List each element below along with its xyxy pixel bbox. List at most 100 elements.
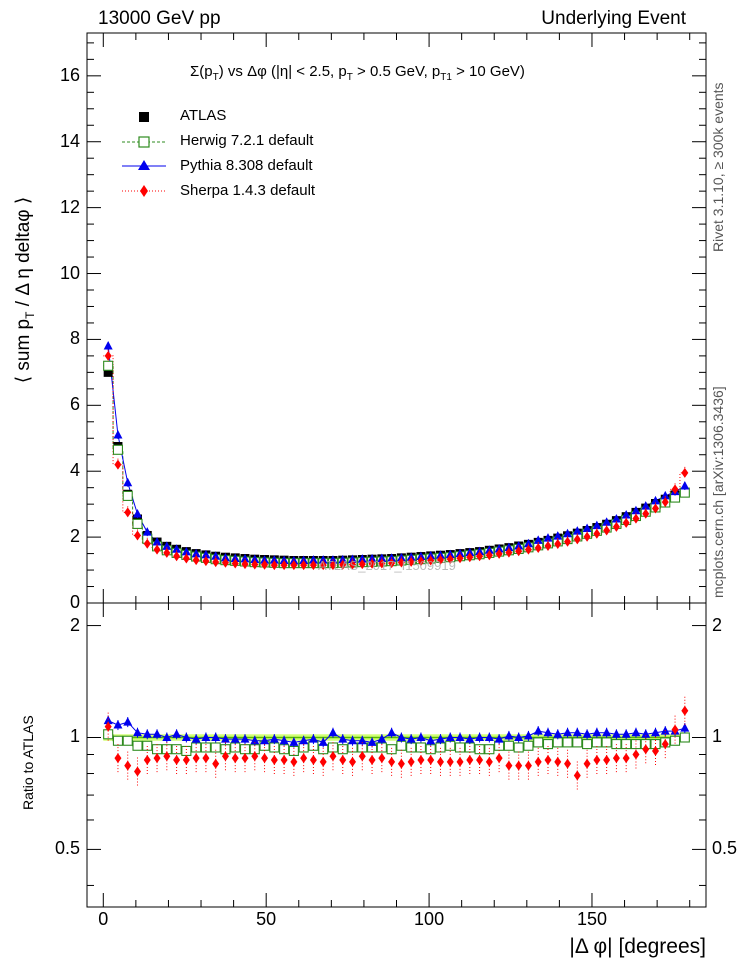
pythia-point	[641, 501, 651, 510]
pythia-ratio-point	[504, 730, 514, 740]
sherpa-point	[319, 560, 327, 571]
herwig-ratio-point	[591, 737, 602, 748]
sherpa-point	[270, 560, 278, 571]
sherpa-ratio-point	[417, 754, 425, 765]
sherpa-point	[163, 547, 171, 558]
sherpa-point	[534, 542, 542, 553]
herwig-point	[112, 444, 123, 455]
sherpa-ratio-point	[485, 756, 493, 767]
herwig-ratio-point	[239, 744, 251, 755]
herwig-ratio-point	[142, 740, 153, 751]
legend-pythia-marker	[138, 160, 150, 170]
sherpa-ratio-point	[661, 739, 669, 750]
legend-atlas-marker	[139, 112, 149, 122]
pythia-ratio-point	[279, 735, 289, 745]
sherpa-ratio-point	[300, 753, 308, 764]
herwig-point	[122, 490, 133, 501]
pythia-ratio-point	[406, 734, 416, 743]
sherpa-point	[456, 553, 464, 564]
sherpa-ratio-point	[319, 756, 327, 767]
pythia-ratio-point	[162, 732, 172, 741]
herwig-ratio-point	[122, 735, 133, 746]
pythia-point	[142, 527, 152, 536]
sherpa-point	[661, 497, 669, 508]
herwig-ratio-point	[181, 745, 192, 757]
herwig-ratio-point	[112, 735, 123, 746]
sherpa-point	[564, 536, 572, 547]
atlas-point	[103, 367, 113, 377]
herwig-ratio-point	[464, 742, 475, 753]
sherpa-point	[466, 552, 474, 563]
legend	[122, 112, 166, 197]
sherpa-ratio-point	[339, 754, 347, 765]
herwig-ratio-point	[542, 739, 554, 750]
herwig-ratio-point	[562, 737, 573, 748]
pythia-point	[132, 509, 142, 518]
herwig-ratio-point	[523, 740, 534, 751]
sherpa-point	[436, 554, 444, 565]
pythia-ratio-point	[269, 734, 279, 743]
watermark: ATLAS_2017_I1509919	[318, 558, 456, 573]
ratio-tick-label-right: 1	[712, 726, 723, 747]
y-tick-label: 14	[59, 130, 80, 151]
sherpa-ratio-point	[544, 754, 552, 765]
legend-label-pythia: Pythia 8.308 default	[180, 157, 313, 174]
pythia-ratio-point	[328, 727, 338, 737]
sherpa-ratio-point	[495, 753, 503, 764]
pythia-ratio-point	[191, 734, 201, 743]
pythia-ratio-point	[494, 734, 504, 743]
main-series	[103, 341, 690, 572]
sherpa-point	[554, 539, 562, 550]
x-tick-label: 100	[414, 909, 445, 929]
sherpa-point	[388, 558, 396, 569]
pythia-ratio-point	[357, 735, 367, 745]
sherpa-ratio-point	[407, 756, 415, 767]
pythia-point	[572, 526, 582, 535]
herwig-ratio-point	[386, 744, 397, 755]
pythia-point	[201, 549, 211, 559]
herwig-ratio-point	[503, 740, 514, 751]
sherpa-ratio-point	[358, 751, 366, 762]
pythia-point	[103, 341, 113, 350]
y-tick-label: 0	[69, 592, 80, 612]
ratio-plot-frame	[86, 602, 707, 908]
sherpa-ratio-point	[133, 766, 141, 777]
pythia-ratio-point	[318, 737, 328, 746]
pythia-ratio-point	[426, 735, 436, 745]
sherpa-ratio-point	[114, 753, 122, 764]
ratio-tick-label-left: 1	[69, 726, 80, 747]
sherpa-point	[681, 467, 689, 478]
sherpa-ratio-point	[309, 754, 317, 765]
pythia-ratio-point	[455, 732, 465, 741]
sherpa-ratio-point	[143, 754, 151, 765]
sherpa-point	[407, 556, 415, 567]
sherpa-ratio-point	[163, 751, 171, 762]
pythia-point	[123, 477, 133, 487]
pythia-point	[602, 517, 612, 526]
pythia-ratio-point	[172, 729, 182, 738]
herwig-ratio-point	[454, 742, 466, 753]
sherpa-ratio-point	[221, 751, 229, 762]
sherpa-ratio-point	[153, 753, 161, 764]
sherpa-ratio-point	[202, 753, 210, 764]
herwig-ratio-point	[327, 742, 339, 753]
herwig-ratio-point	[513, 742, 524, 753]
pythia-point	[543, 533, 553, 542]
pythia-ratio-point	[651, 727, 661, 737]
pythia-ratio-point	[445, 732, 455, 741]
pythia-point	[191, 548, 201, 558]
sherpa-point	[573, 534, 581, 545]
pythia-ratio-point	[103, 715, 113, 725]
sherpa-ratio-point	[612, 753, 620, 764]
herwig-ratio-point	[415, 742, 426, 753]
pythia-point	[582, 523, 592, 533]
pythia-point	[240, 553, 250, 563]
pythia-ratio-point	[201, 732, 211, 741]
sherpa-ratio-point	[603, 754, 611, 765]
pythia-ratio-point	[563, 727, 573, 737]
y-tick-label: 4	[69, 460, 80, 481]
sherpa-point	[495, 548, 503, 559]
y-tick-label: 12	[59, 196, 80, 217]
pythia-ratio-point	[680, 723, 690, 732]
pythia-ratio-point	[113, 720, 123, 729]
